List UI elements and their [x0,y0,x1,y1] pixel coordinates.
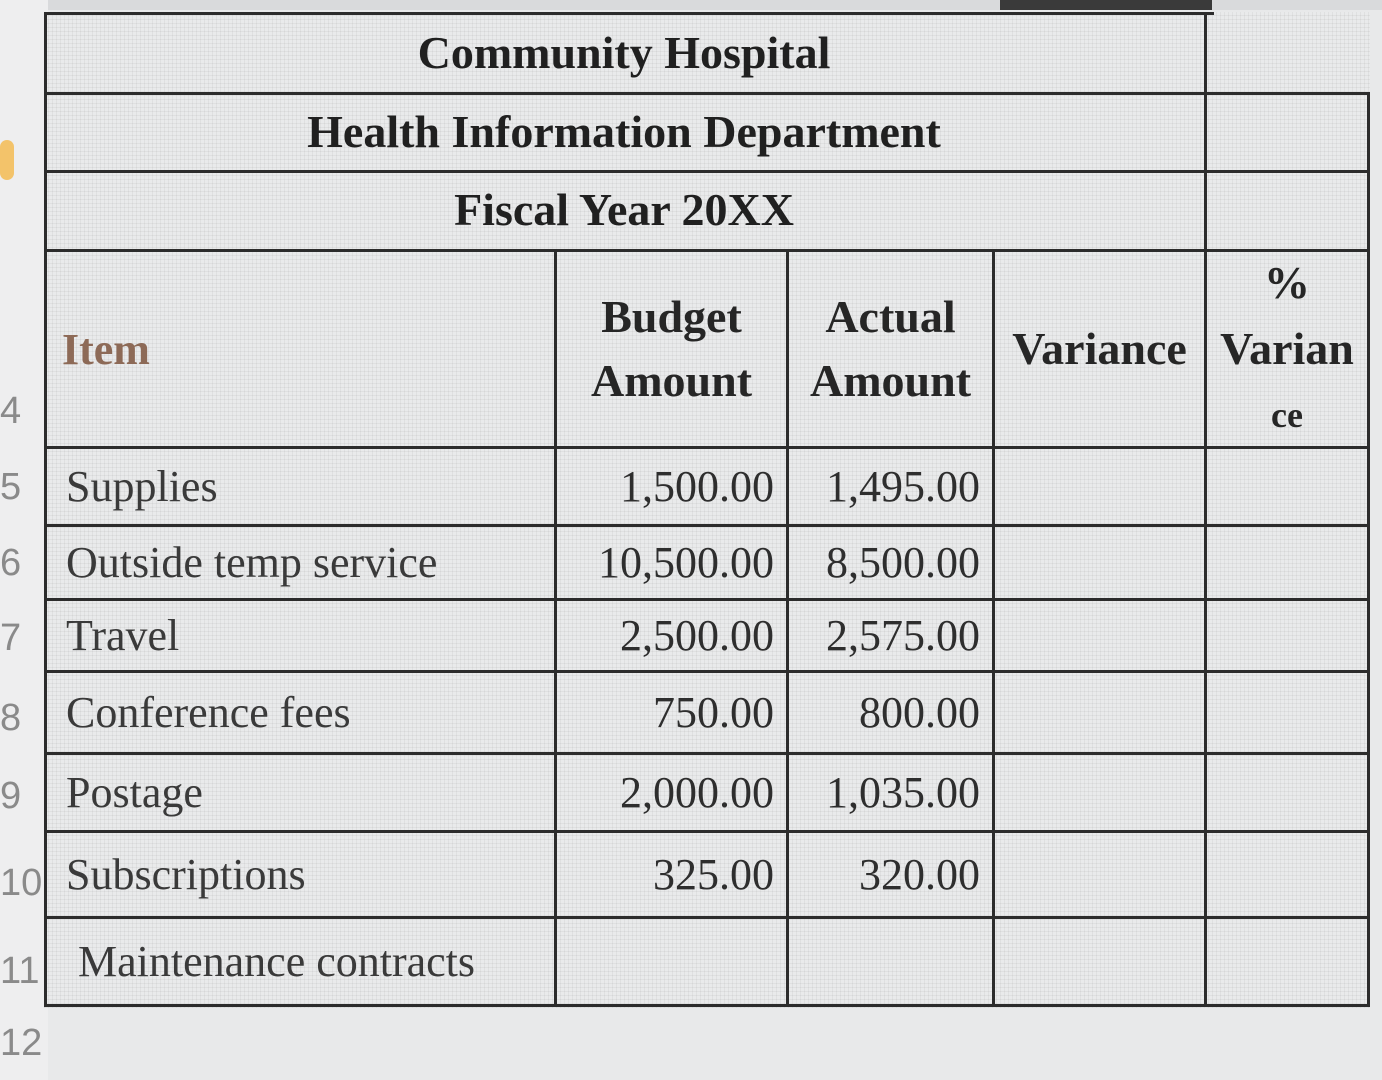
grid-line [44,12,47,1007]
header-pct-line1: % [1264,257,1310,308]
cell-variance[interactable] [995,449,1204,524]
cell-actual[interactable]: 1,495.00 [826,462,980,511]
cell-actual[interactable]: 320.00 [859,850,980,899]
cell-variance[interactable] [995,673,1204,752]
header-pct-line3: ce [1271,395,1303,435]
cell-actual[interactable] [789,919,992,1004]
grid-line [1367,92,1370,1007]
row-number[interactable]: 4 [0,390,22,432]
cell-actual[interactable]: 800.00 [859,688,980,737]
cell-item[interactable]: Maintenance contracts [78,937,476,986]
cell-item[interactable]: Travel [66,611,180,660]
title-department[interactable]: Health Information Department [307,105,941,157]
header-actual-line1: Actual [825,291,956,342]
cell-budget[interactable] [557,919,786,1004]
header-pct-line2: Varian [1220,323,1354,374]
row-number[interactable]: 11 [0,950,40,992]
grid-line [44,170,1370,173]
header-budget-amount[interactable]: Budget Amount [557,252,786,446]
cell-variance[interactable] [995,755,1204,830]
header-budget-line2: Amount [590,355,753,406]
cell-budget[interactable]: 1,500.00 [620,462,774,511]
top-strip-dark [1000,0,1212,10]
header-variance-label: Variance [1012,323,1187,374]
header-actual-line2: Amount [809,355,972,406]
row-number[interactable]: 5 [0,466,22,508]
grid-line [786,249,789,1007]
cell-actual[interactable]: 1,035.00 [826,768,980,817]
grid-line [44,12,1214,15]
grid-line [44,752,1370,755]
grid-line [44,249,1370,252]
cell-pct-variance[interactable] [1207,527,1367,598]
cell-pct-variance[interactable] [1207,673,1367,752]
cell-pct-variance[interactable] [1207,601,1367,670]
cell-pct-variance[interactable] [1207,755,1367,830]
glare-mark [0,140,14,180]
cell-variance[interactable] [995,833,1204,916]
title-fiscal-year[interactable]: Fiscal Year 20XX [454,184,794,235]
cell-item[interactable]: Subscriptions [66,850,306,899]
cell-budget[interactable]: 325.00 [653,850,774,899]
grid-line [554,249,557,1007]
grid-line [44,830,1370,833]
grid-line [44,916,1370,919]
cell-pct-variance[interactable] [1207,833,1367,916]
grid-line [1204,12,1207,1007]
cell-pct-variance[interactable] [1207,919,1367,1004]
grid-line [44,92,1370,95]
cell-budget[interactable]: 2,000.00 [620,768,774,817]
header-actual-amount[interactable]: Actual Amount [789,252,992,446]
row-number-gutter: 4 5 6 7 8 9 10 11 12 [0,0,48,1080]
cell-actual[interactable]: 2,575.00 [826,611,980,660]
cell-item[interactable]: Conference fees [66,688,351,737]
row-number[interactable]: 7 [0,617,22,659]
spreadsheet-grid: Community Hospital Health Information De… [44,12,1370,1008]
cell-item[interactable]: Postage [66,768,203,817]
header-variance[interactable]: Variance [995,252,1204,446]
cell-pct-variance[interactable] [1207,449,1367,524]
cell-budget[interactable]: 2,500.00 [620,611,774,660]
top-strip [0,0,1382,10]
cell-variance[interactable] [995,919,1204,1004]
grid-line [44,1004,1370,1007]
row-number[interactable]: 6 [0,542,22,584]
grid-line [44,446,1370,449]
row-number[interactable]: 10 [0,862,43,904]
cell-variance[interactable] [995,601,1204,670]
row-number[interactable]: 8 [0,697,22,739]
header-item[interactable]: Item [62,324,150,374]
cell-item[interactable]: Supplies [66,462,218,511]
cell-actual[interactable]: 8,500.00 [826,538,980,587]
row-number[interactable]: 12 [0,1022,43,1064]
header-budget-line1: Budget [601,291,742,342]
cell-budget[interactable]: 10,500.00 [598,538,774,587]
grid-line [44,524,1370,527]
cell-item[interactable]: Outside temp service [66,538,438,587]
title-hospital[interactable]: Community Hospital [417,26,831,78]
grid-line [992,249,995,1007]
grid-line [44,598,1370,601]
cell-variance[interactable] [995,527,1204,598]
header-pct-variance[interactable]: % Varian ce [1207,252,1367,446]
cell-budget[interactable]: 750.00 [653,688,774,737]
grid-line [44,670,1370,673]
row-number[interactable]: 9 [0,775,22,817]
